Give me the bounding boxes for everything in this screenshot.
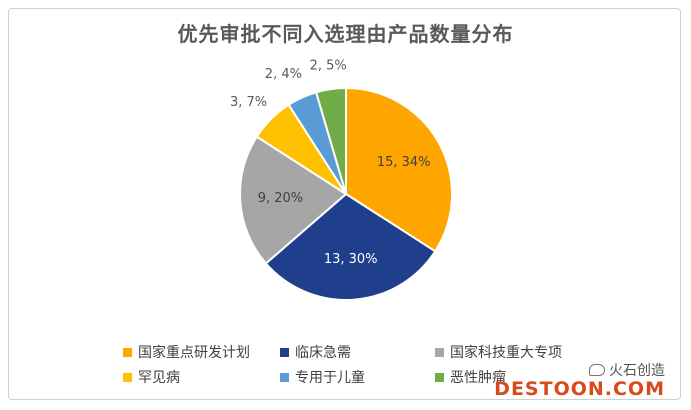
- legend-swatch: [123, 347, 132, 357]
- legend-swatch: [435, 372, 444, 382]
- legend-swatch: [280, 372, 289, 382]
- legend-label: 恶性肿瘤: [450, 370, 506, 386]
- pie-data-label-2: 13, 30%: [324, 252, 378, 267]
- pie-data-label-4: 3, 7%: [230, 95, 267, 110]
- legend-item-3: 国家科技重大专项: [435, 342, 562, 362]
- pie-data-label-3: 9, 20%: [258, 191, 303, 206]
- legend-item-6: 恶性肿瘤: [435, 367, 506, 387]
- legend-label: 国家科技重大专项: [450, 345, 562, 361]
- pie-slice-6: [314, 86, 347, 195]
- legend-label: 专用于儿童: [295, 370, 365, 386]
- legend-item-1: 国家重点研发计划: [123, 342, 250, 362]
- legend-swatch: [435, 347, 444, 357]
- legend-item-2: 临床急需: [280, 342, 351, 362]
- legend-label: 国家重点研发计划: [138, 345, 250, 361]
- legend-item-5: 专用于儿童: [280, 367, 365, 387]
- pie-data-label-5: 2, 4%: [265, 67, 302, 82]
- watermark-brand-cn: 火石创造: [609, 363, 665, 379]
- chat-bubble-icon: [589, 364, 605, 376]
- legend-swatch: [123, 372, 132, 382]
- chart-title: 优先审批不同入选理由产品数量分布: [177, 22, 514, 46]
- legend-label: 罕见病: [138, 370, 180, 386]
- pie-slice-3: [239, 135, 348, 265]
- pie-slice-2: [264, 192, 437, 301]
- legend-swatch: [280, 347, 289, 357]
- watermark-brand-en: DESTOON.COM: [494, 378, 665, 400]
- legend-item-4: 罕见病: [123, 367, 180, 387]
- watermark: 火石创造 DESTOON.COM: [494, 360, 665, 400]
- pie-data-label-1: 15, 34%: [377, 155, 431, 170]
- pie-data-label-6: 2, 5%: [310, 59, 347, 74]
- legend-label: 临床急需: [295, 345, 351, 361]
